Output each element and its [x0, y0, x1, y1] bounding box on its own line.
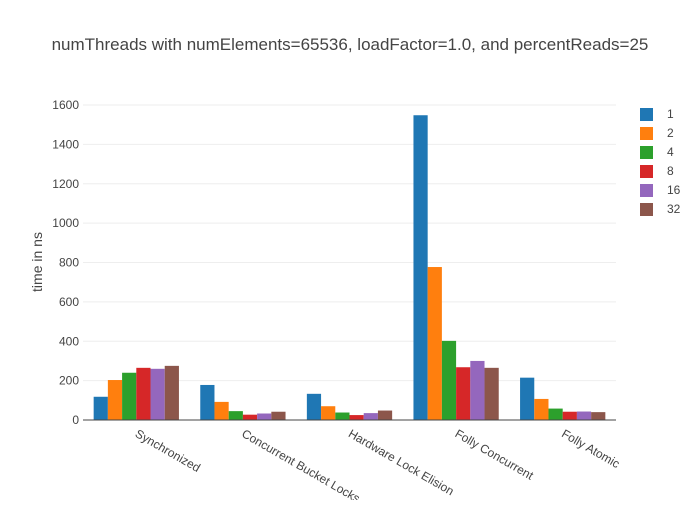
bar-32-0	[164, 365, 179, 420]
bar-2-3	[427, 267, 442, 420]
bar-32-1	[271, 411, 286, 420]
legend-label: 8	[667, 164, 674, 178]
bar-16-2	[363, 413, 378, 420]
bar-32-4	[591, 412, 606, 421]
x-tick-label: Concurrent Bucket Locks	[239, 426, 362, 500]
y-axis-ticks: 0 200 400 600 800 1000 1200 1400 1600	[52, 98, 79, 427]
bar-32-2	[377, 410, 393, 420]
legend-swatch	[640, 184, 653, 197]
y-tick-label: 600	[59, 295, 79, 309]
gridlines	[83, 104, 616, 382]
bar-2-0	[107, 380, 123, 420]
y-tick-label: 0	[72, 413, 79, 427]
x-axis-ticks: Synchronized Concurrent Bucket LocksHardw…	[133, 426, 622, 505]
y-tick-label: 200	[59, 374, 79, 388]
legend-label: 4	[667, 145, 674, 159]
y-tick-label: 1600	[52, 98, 79, 112]
bar-16-1	[257, 413, 272, 420]
bar-4-1	[228, 411, 243, 420]
legend-swatch	[640, 165, 653, 178]
bar-8-1	[242, 414, 258, 420]
legend-swatch	[640, 146, 653, 159]
x-tick-label: Hardware Lock Elision	[346, 426, 456, 498]
bars	[93, 115, 606, 421]
bar-16-4	[576, 411, 592, 420]
bar-2-2	[321, 406, 336, 420]
bar-16-0	[150, 368, 165, 420]
bar-8-0	[136, 367, 151, 420]
y-tick-label: 1000	[52, 216, 79, 230]
legend-label: 16	[667, 183, 681, 197]
bar-8-2	[349, 415, 364, 420]
legend-label: 1	[667, 107, 674, 121]
bar-1-1	[200, 384, 215, 420]
bar-1-2	[306, 393, 322, 420]
legend-swatch	[640, 127, 653, 140]
x-tick-label: Folly Atomic	[559, 426, 622, 470]
y-tick-label: 400	[59, 334, 79, 348]
y-tick-label: 1200	[52, 177, 79, 191]
chart-title: numThreads with numElements=65536, loadF…	[52, 35, 649, 54]
y-axis-label: time in ns	[29, 232, 45, 292]
legend-label: 32	[667, 202, 681, 216]
bar-4-4	[548, 408, 563, 420]
bar-8-3	[456, 367, 471, 420]
bar-16-3	[470, 360, 485, 420]
bar-32-3	[484, 367, 499, 420]
x-tick-label: Synchronized	[133, 426, 203, 474]
y-tick-label: 800	[59, 256, 79, 270]
legend: 1 2 4 8 16 32	[640, 107, 681, 216]
bar-1-0	[93, 396, 108, 420]
bar-1-3	[413, 115, 428, 421]
legend-swatch	[640, 108, 653, 121]
bar-4-3	[441, 340, 457, 420]
bar-2-1	[214, 401, 229, 420]
bar-1-4	[520, 377, 535, 420]
legend-swatch	[640, 203, 653, 216]
legend-label: 2	[667, 126, 674, 140]
y-tick-label: 1400	[52, 137, 79, 151]
bar-2-4	[534, 398, 549, 420]
bar-8-4	[562, 411, 577, 420]
bar-4-0	[122, 372, 137, 420]
bar-4-2	[335, 412, 350, 420]
x-tick-label: Folly Concurrent	[453, 426, 537, 482]
